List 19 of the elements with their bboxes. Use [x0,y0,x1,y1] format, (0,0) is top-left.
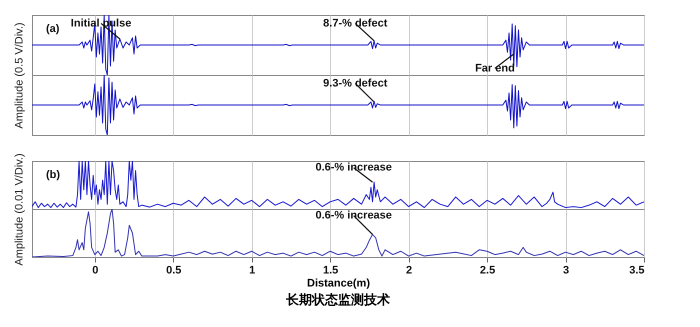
y-axis-title: Amplitude (0.5 V/Div.) [14,22,26,129]
annotation: 8.7-% defect [323,17,388,30]
x-tick-label: 0 [92,264,98,276]
x-tick-label: 1 [249,264,256,276]
x-tick-label: 1.5 [323,264,338,276]
annotation: 9.3-% defect [323,77,388,90]
annotation: (a) [46,23,60,35]
annotation: (b) [46,169,60,181]
x-tick-label: 3.5 [629,264,644,276]
x-tick-label: 3 [562,264,570,276]
y-axis-title: Amplitude (0.01 V/Div.) [14,153,26,266]
annotation: Far end [475,62,515,74]
x-tick-label: 2.5 [480,264,496,276]
annotation: 0.6-% increase [315,162,392,174]
x-tick-label: 2 [406,264,412,276]
annotation: 0.6-% increase [315,210,392,222]
x-tick-label: 0.5 [166,264,182,276]
x-axis-title: Distance(m) [307,278,370,290]
text: 长期状态监测技术 [285,292,390,307]
